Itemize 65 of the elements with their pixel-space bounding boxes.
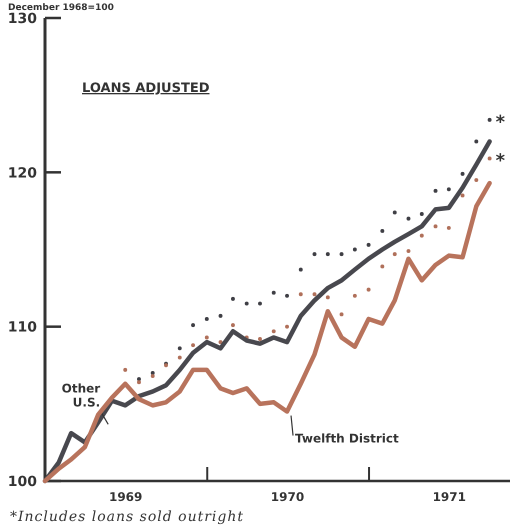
point [312,292,316,296]
series-label: Twelfth District [295,432,400,446]
point [272,290,276,295]
point [298,292,303,296]
point [137,377,141,382]
point [285,294,289,298]
point [204,336,209,340]
point [352,248,357,252]
point [326,295,330,300]
point [446,187,451,192]
point [230,296,235,301]
point [312,252,316,256]
point [460,172,465,176]
point [285,324,289,329]
point [340,312,344,316]
point [258,337,262,341]
point [137,380,141,384]
point [392,252,397,256]
y-tick-label: 120 [8,165,38,182]
point [244,302,249,306]
series-label: Other U.S. [62,381,100,410]
point [191,323,196,328]
y-axis-title: December 1968=100 [8,3,114,13]
y-tick-label: 100 [8,474,38,490]
point [326,252,330,256]
y-tick-label: 110 [8,320,38,336]
point [340,252,344,256]
series-label: * [496,150,506,172]
point [380,229,384,233]
point [204,317,209,321]
point [366,242,371,247]
x-tick-label: 1971 [432,490,466,504]
point [230,323,235,328]
point [380,264,384,268]
point [446,226,451,230]
point [420,212,424,216]
point [366,288,371,292]
point [218,340,222,344]
point [460,194,465,198]
point [434,188,438,193]
point [258,302,262,306]
point [406,216,410,221]
point [434,224,438,228]
x-tick-label: 1970 [270,490,304,504]
point [123,368,128,372]
point [352,294,357,298]
point [474,140,478,144]
series-label: * [496,112,506,133]
point [178,356,182,360]
point [474,178,478,182]
point [420,234,424,238]
point [150,374,155,378]
y-tick-label: 130 [8,11,38,27]
point [406,249,410,253]
point [178,346,182,350]
point [392,210,397,214]
point [218,314,222,318]
text: *Includes loans sold outright [10,509,244,525]
point [191,343,196,348]
point [272,329,276,334]
point [298,268,303,272]
text: LOANS ADJUSTED [82,81,210,96]
point [488,118,492,122]
point [488,156,492,160]
x-tick-label: 1969 [108,490,142,504]
